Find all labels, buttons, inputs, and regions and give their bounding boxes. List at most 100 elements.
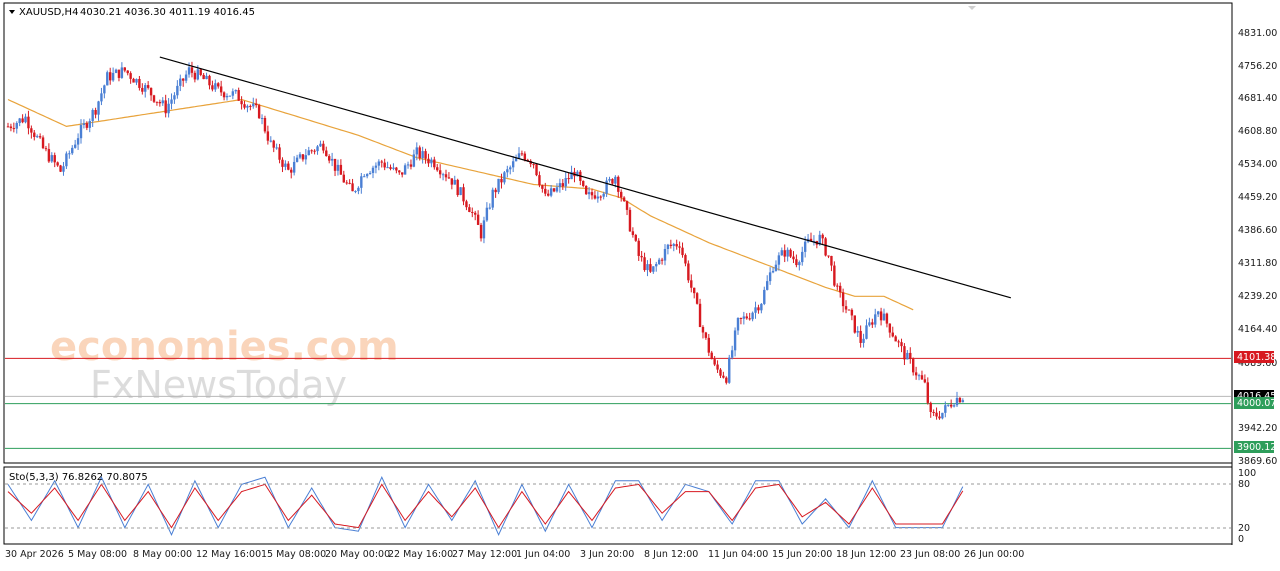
candle-body bbox=[237, 90, 240, 101]
candle-body bbox=[176, 85, 179, 96]
candle-body bbox=[620, 191, 623, 198]
candle-body bbox=[109, 72, 112, 81]
price-axis[interactable]: 4831.00 4756.20 4681.40 4608.80 4534.00 … bbox=[1238, 28, 1277, 467]
candle-body bbox=[497, 178, 500, 193]
candle-body bbox=[328, 156, 331, 161]
candle-body bbox=[246, 105, 249, 108]
candle-body bbox=[500, 178, 503, 183]
candle-body bbox=[342, 174, 345, 183]
time-tick-label: 8 Jun 12:00 bbox=[644, 549, 698, 560]
chevron-down-icon[interactable] bbox=[9, 10, 15, 14]
price-tick-label: 4831.00 bbox=[1238, 28, 1277, 39]
candle-body bbox=[736, 317, 740, 331]
candle-body bbox=[722, 375, 725, 378]
price-tick-label: 4756.20 bbox=[1238, 61, 1277, 72]
candle-body bbox=[655, 264, 658, 267]
ohlc-readout: 4030.21 4036.30 4011.19 4016.45 bbox=[80, 7, 255, 18]
candle-body bbox=[698, 303, 702, 328]
candle-body bbox=[841, 292, 845, 307]
candle-body bbox=[602, 193, 605, 197]
candle-body bbox=[85, 123, 89, 128]
candle-body bbox=[757, 307, 760, 311]
candle-body bbox=[625, 201, 629, 210]
candle-body bbox=[509, 167, 512, 170]
candle-body bbox=[558, 183, 562, 188]
candle-body bbox=[205, 75, 208, 80]
candle-body bbox=[438, 170, 442, 175]
candle-body bbox=[82, 123, 86, 125]
candle-body bbox=[888, 323, 892, 333]
candle-body bbox=[657, 259, 661, 265]
candle-body bbox=[792, 256, 795, 260]
candle-body bbox=[257, 105, 261, 119]
candle-body bbox=[675, 244, 678, 247]
candle-body bbox=[535, 164, 538, 176]
candle-body bbox=[144, 85, 147, 92]
candle-body bbox=[693, 287, 696, 294]
candle-body bbox=[789, 249, 792, 257]
candle-body bbox=[348, 182, 351, 184]
time-tick-label: 3 Jun 20:00 bbox=[580, 549, 634, 560]
candle-body bbox=[284, 163, 287, 167]
candle-body bbox=[453, 179, 456, 185]
candle-body bbox=[544, 188, 547, 194]
price-tick-label: 4239.20 bbox=[1238, 291, 1277, 302]
candle-body bbox=[678, 246, 681, 248]
candle-body bbox=[552, 188, 556, 192]
time-tick-label: 23 Jun 08:00 bbox=[900, 549, 960, 560]
candle-body bbox=[906, 352, 909, 360]
candle-body bbox=[733, 330, 737, 351]
candle-body bbox=[325, 150, 328, 157]
candle-body bbox=[167, 103, 170, 114]
trendline-group[interactable] bbox=[159, 56, 1012, 299]
time-tick-label: 11 Jun 04:00 bbox=[708, 549, 768, 560]
price-tick-label: 4386.60 bbox=[1238, 225, 1277, 236]
candle-body bbox=[780, 250, 783, 256]
candle-body bbox=[94, 109, 97, 115]
candle-body bbox=[801, 251, 804, 263]
candle-body bbox=[853, 315, 856, 333]
candle-body bbox=[885, 313, 889, 324]
candle-body bbox=[666, 244, 670, 249]
candle-body bbox=[249, 105, 252, 107]
support2-badge-label: 3900.12 bbox=[1237, 442, 1276, 453]
candle-body bbox=[231, 91, 235, 96]
candle-body bbox=[914, 372, 918, 376]
scroll-marker-icon[interactable] bbox=[968, 6, 976, 10]
moving-average-series bbox=[7, 98, 914, 311]
time-axis[interactable]: 30 Apr 2026 5 May 08:00 8 May 00:00 12 M… bbox=[5, 549, 1024, 560]
price-tick-label: 4459.20 bbox=[1238, 192, 1277, 203]
candle-body bbox=[649, 264, 652, 272]
candle-body bbox=[155, 101, 159, 103]
candle-body bbox=[695, 293, 699, 304]
candle-body bbox=[30, 128, 33, 133]
candle-body bbox=[754, 307, 757, 313]
candle-body bbox=[260, 117, 264, 119]
candle-body bbox=[357, 187, 360, 192]
candle-body bbox=[707, 337, 710, 353]
candle-body bbox=[161, 100, 164, 104]
watermark: economies.com FxNewsToday bbox=[50, 324, 399, 407]
candle-body bbox=[71, 147, 74, 154]
candle-body bbox=[339, 164, 343, 175]
candle-body bbox=[952, 405, 956, 407]
candle-body bbox=[146, 85, 150, 88]
candle-body bbox=[225, 95, 229, 98]
candle-body bbox=[73, 144, 77, 148]
candle-body bbox=[494, 189, 497, 193]
candle-body bbox=[129, 73, 132, 79]
candle-body bbox=[266, 131, 270, 141]
candle-body bbox=[947, 404, 950, 406]
candle-body bbox=[763, 289, 766, 304]
candle-body bbox=[929, 402, 932, 412]
candle-body bbox=[485, 207, 489, 221]
candle-body bbox=[958, 397, 962, 403]
candle-body bbox=[272, 140, 275, 148]
candle-body bbox=[570, 171, 573, 180]
candle-body bbox=[59, 165, 62, 172]
candle-body bbox=[88, 120, 91, 128]
candle-body bbox=[301, 154, 305, 160]
candle-body bbox=[824, 238, 827, 256]
